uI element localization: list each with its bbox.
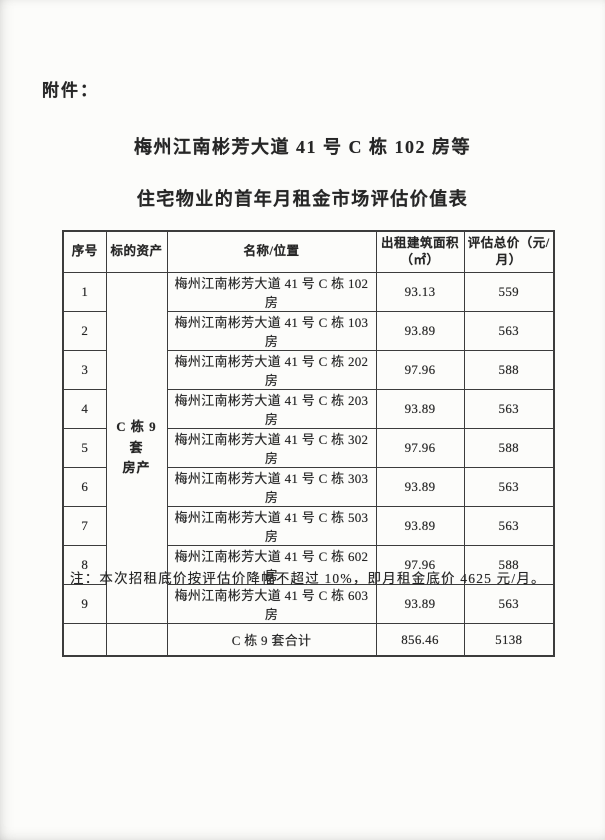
price-cell: 588: [463, 545, 555, 585]
total-asset-cell-empty: [105, 623, 168, 657]
property-name-cell: 梅州江南彬芳大道 41 号 C 栋 603 房: [166, 584, 377, 624]
total-label-cell: C 栋 9 套合计: [166, 623, 377, 657]
table-row: 5 梅州江南彬芳大道 41 号 C 栋 302 房 97.96 588: [62, 428, 555, 468]
row-no-cell: 4: [62, 389, 107, 429]
table-row: 4 梅州江南彬芳大道 41 号 C 栋 203 房 93.89 563: [62, 389, 555, 429]
price-cell: 559: [463, 272, 555, 312]
col-header-area: 出租建筑面积 （㎡）: [375, 230, 465, 273]
area-cell: 93.89: [375, 584, 465, 624]
attachment-label: 附件：: [42, 81, 99, 100]
col-header-name: 名称/位置: [166, 230, 377, 273]
area-cell: 93.89: [375, 389, 465, 429]
property-name-cell: 梅州江南彬芳大道 41 号 C 栋 303 房: [166, 467, 377, 507]
table-row: 1 C 栋 9 套 房产 梅州江南彬芳大道 41 号 C 栋 102 房 93.…: [62, 272, 555, 624]
asset-group-line1: C 栋 9 套: [116, 418, 157, 455]
document-title-line1: 梅州江南彬芳大道 41 号 C 栋 102 房等: [134, 137, 471, 157]
col-header-no: 序号: [62, 230, 107, 273]
row-no-cell: 5: [62, 428, 107, 468]
table-header-row: 序号 标的资产 名称/位置 出租建筑面积 （㎡） 评估总价（元/ 月）: [62, 230, 555, 273]
row-no-cell: 8: [62, 545, 107, 585]
row-no-cell: 2: [62, 311, 107, 351]
col-header-price-line1: 评估总价（元/: [467, 235, 550, 250]
row-no-cell: 1: [62, 272, 107, 312]
asset-group-line2: 房产: [122, 460, 151, 476]
total-area-cell: 856.46: [375, 623, 465, 657]
property-name-cell: 梅州江南彬芳大道 41 号 C 栋 602 房: [166, 545, 377, 585]
property-name-cell: 梅州江南彬芳大道 41 号 C 栋 103 房: [166, 311, 377, 351]
price-cell: 563: [463, 467, 555, 507]
area-cell: 97.96: [375, 428, 465, 468]
area-cell: 93.89: [375, 467, 465, 507]
col-header-area-line1: 出租建筑面积: [380, 235, 459, 250]
row-no-cell: 9: [62, 584, 107, 624]
total-no-cell-empty: [62, 623, 107, 657]
area-cell: 93.13: [375, 272, 465, 312]
total-price-cell: 5138: [463, 623, 555, 657]
area-cell: 93.89: [375, 506, 465, 546]
table-row: 9 梅州江南彬芳大道 41 号 C 栋 603 房 93.89 563: [62, 584, 555, 624]
table-row: 7 梅州江南彬芳大道 41 号 C 栋 503 房 93.89 563: [62, 506, 555, 546]
price-cell: 563: [463, 584, 555, 624]
area-cell: 93.89: [375, 311, 465, 351]
price-cell: 563: [463, 311, 555, 351]
col-header-asset: 标的资产: [105, 230, 168, 273]
valuation-table: 序号 标的资产 名称/位置 出租建筑面积 （㎡） 评估总价（元/ 月） 1 C …: [62, 230, 555, 657]
row-no-cell: 7: [62, 506, 107, 546]
table-row: 8 梅州江南彬芳大道 41 号 C 栋 602 房 97.96 588: [62, 545, 555, 585]
footnote: 注：本次招租底价按评估价降幅不超过 10%，即月租金底价 4625 元/月。: [70, 571, 546, 586]
table-total-row: C 栋 9 套合计 856.46 5138: [62, 623, 555, 657]
row-no-cell: 3: [62, 350, 107, 390]
col-header-price: 评估总价（元/ 月）: [463, 230, 555, 273]
price-cell: 588: [463, 350, 555, 390]
table-row: 6 梅州江南彬芳大道 41 号 C 栋 303 房 93.89 563: [62, 467, 555, 507]
col-header-price-line2: 月）: [495, 253, 522, 267]
property-name-cell: 梅州江南彬芳大道 41 号 C 栋 202 房: [166, 350, 377, 390]
property-name-cell: 梅州江南彬芳大道 41 号 C 栋 302 房: [166, 428, 377, 468]
document-title-line2: 住宅物业的首年月租金市场评估价值表: [136, 189, 469, 209]
property-name-cell: 梅州江南彬芳大道 41 号 C 栋 503 房: [166, 506, 377, 546]
property-name-cell: 梅州江南彬芳大道 41 号 C 栋 102 房: [166, 272, 377, 312]
price-cell: 563: [463, 389, 555, 429]
price-cell: 563: [463, 506, 555, 546]
price-cell: 588: [463, 428, 555, 468]
row-no-cell: 6: [62, 467, 107, 507]
col-header-area-line2: （㎡）: [400, 253, 440, 267]
area-cell: 97.96: [375, 350, 465, 390]
table-row: 2 梅州江南彬芳大道 41 号 C 栋 103 房 93.89 563: [62, 311, 555, 351]
property-name-cell: 梅州江南彬芳大道 41 号 C 栋 203 房: [166, 389, 377, 429]
merged-asset-cell: C 栋 9 套 房产: [105, 272, 168, 624]
